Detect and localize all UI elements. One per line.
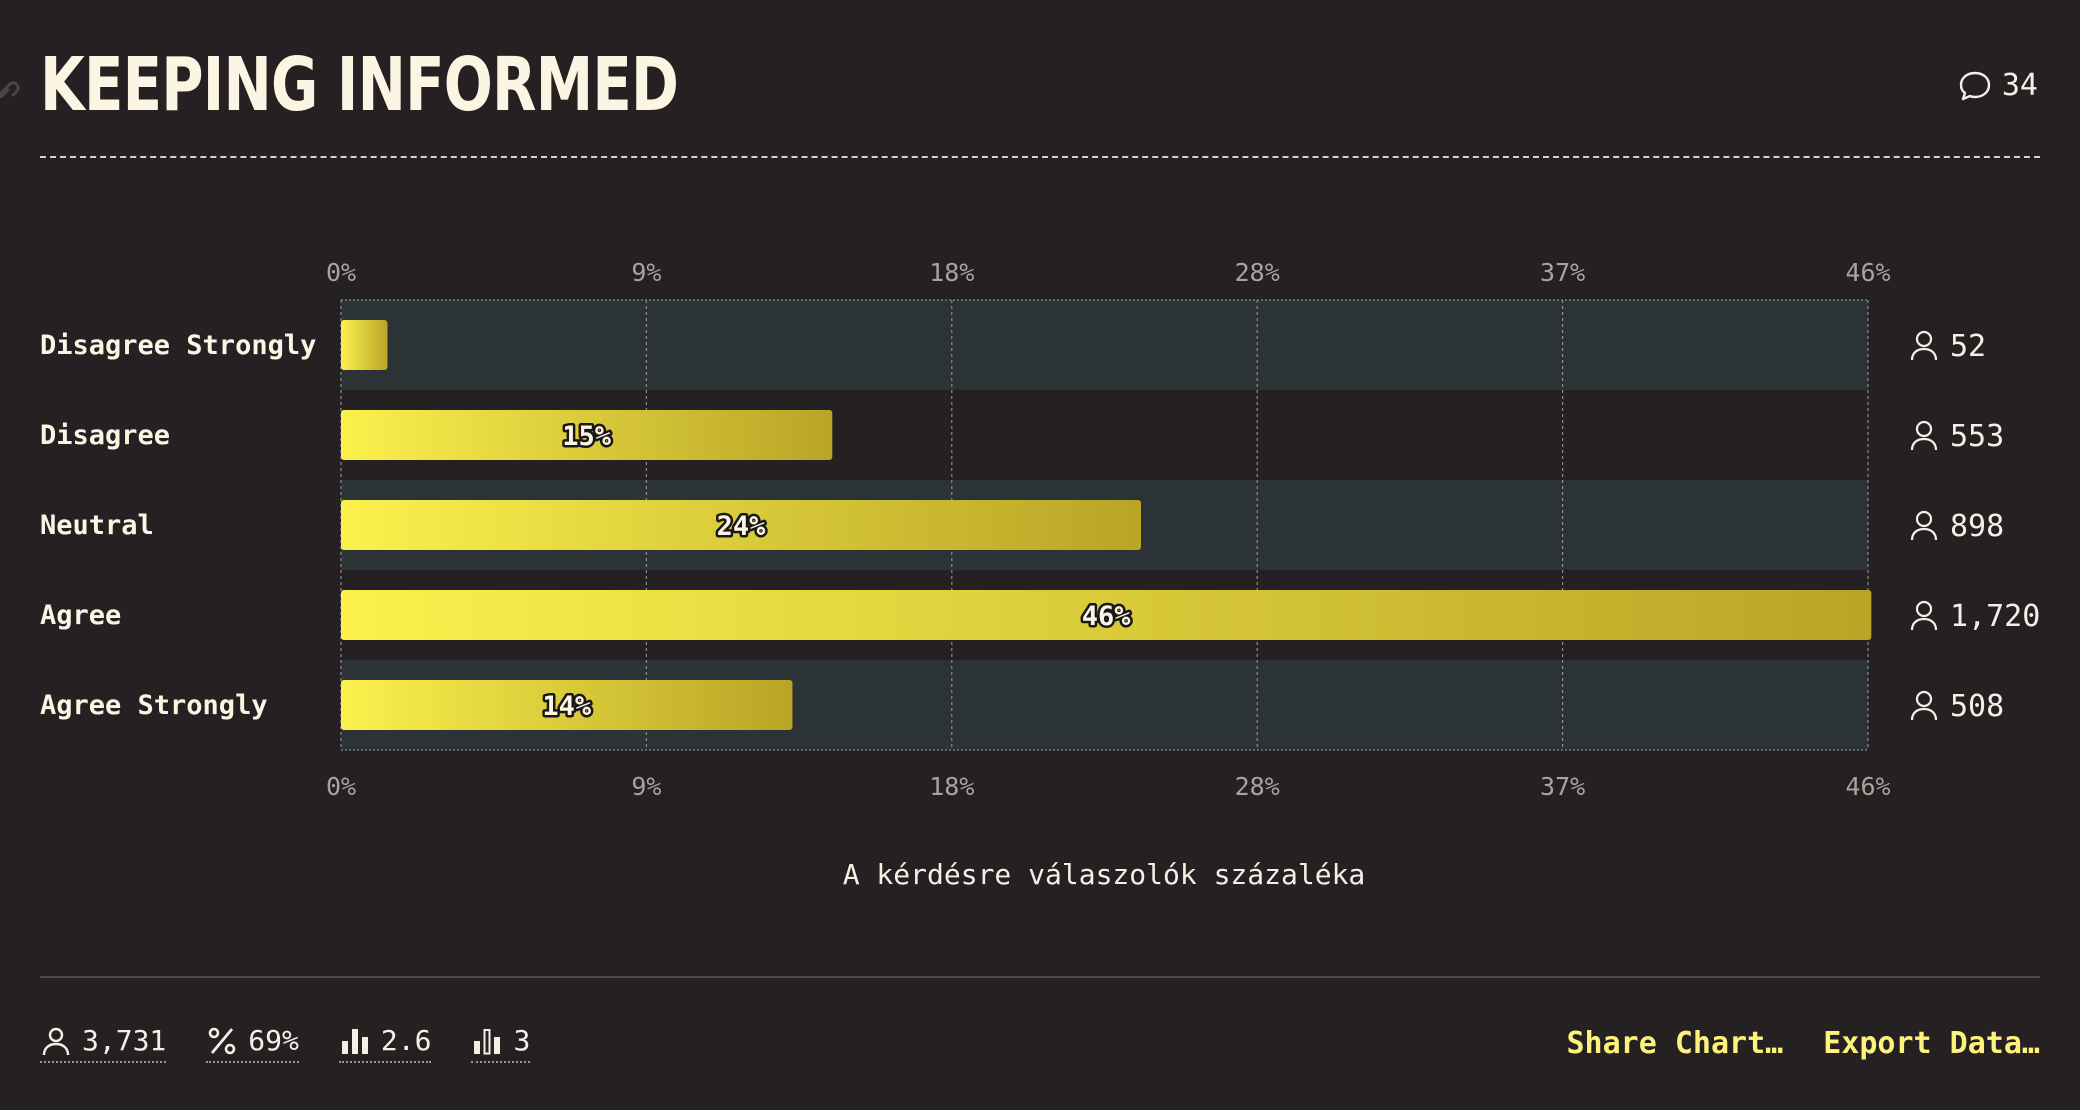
x-tick-label-bottom: 37% — [1540, 772, 1585, 801]
average-value: 2.6 — [380, 1024, 432, 1057]
respondents-value: 3,731 — [82, 1024, 167, 1057]
x-tick-label-bottom: 18% — [929, 772, 974, 801]
bar — [341, 590, 1872, 640]
x-tick-label-bottom: 46% — [1845, 772, 1890, 801]
page-title: KEEPING INFORMED — [40, 42, 679, 128]
export-data-button[interactable]: Export Data… — [1823, 1026, 2040, 1061]
bar — [341, 410, 833, 460]
count-user-icon — [1910, 510, 1938, 541]
comments-button[interactable]: 34 — [1958, 68, 2038, 103]
count-user-icon — [1910, 330, 1938, 361]
median-stat[interactable]: 3 — [471, 1024, 531, 1063]
link-icon[interactable] — [0, 72, 24, 106]
percent-icon — [208, 1027, 236, 1054]
comment-icon — [1959, 71, 1991, 100]
x-axis-title: A kérdésre válaszolók százaléka — [842, 858, 1366, 891]
category-label: Neutral — [40, 510, 154, 541]
x-tick-label-top: 0% — [326, 258, 356, 287]
category-label: Disagree — [40, 420, 170, 451]
x-tick-label-top: 37% — [1540, 258, 1585, 287]
x-tick-label-top: 46% — [1845, 258, 1890, 287]
response-count: 508 — [1950, 689, 2004, 724]
bar-value-label: 46% — [1082, 601, 1132, 632]
average-stat[interactable]: 2.6 — [338, 1024, 432, 1063]
respondents-stat[interactable]: 3,731 — [40, 1024, 167, 1063]
stats-bar: 3,731 69% 2.6 3 — [40, 1024, 531, 1063]
median-value: 3 — [513, 1024, 531, 1057]
count-user-icon — [1910, 420, 1938, 451]
bar-value-label: 15% — [562, 421, 612, 452]
header-divider — [40, 156, 2040, 158]
percentage-stat[interactable]: 69% — [206, 1024, 299, 1063]
response-count: 1,720 — [1950, 599, 2040, 634]
comment-count: 34 — [2001, 68, 2038, 103]
percentage-value: 69% — [248, 1024, 299, 1057]
actions: Share Chart… Export Data… — [1567, 1026, 2041, 1061]
share-chart-button[interactable]: Share Chart… — [1566, 1026, 1784, 1061]
response-count: 52 — [1950, 329, 1986, 364]
footer-divider — [40, 976, 2040, 978]
bar — [341, 680, 793, 730]
category-label: Disagree Strongly — [40, 330, 316, 361]
x-tick-label-bottom: 9% — [631, 772, 661, 801]
x-tick-label-bottom: 0% — [326, 772, 356, 801]
bar — [341, 500, 1142, 550]
count-user-icon — [1910, 600, 1938, 631]
bar-value-label: 14% — [542, 691, 592, 722]
response-count: 553 — [1950, 419, 2004, 454]
bar-chart-icon — [341, 1028, 368, 1054]
x-tick-label-top: 18% — [929, 258, 974, 287]
response-count: 898 — [1950, 509, 2004, 544]
category-label: Agree Strongly — [40, 690, 268, 721]
bar-value-label: 24% — [717, 511, 767, 542]
bar-chart-outline-icon — [474, 1028, 501, 1054]
user-icon — [42, 1027, 70, 1055]
x-tick-label-top: 28% — [1235, 258, 1280, 287]
row-band — [341, 300, 1868, 390]
count-user-icon — [1910, 690, 1938, 721]
x-tick-label-top: 9% — [631, 258, 661, 287]
x-tick-label-bottom: 28% — [1235, 772, 1280, 801]
category-label: Agree — [40, 600, 121, 631]
bar — [341, 320, 388, 370]
